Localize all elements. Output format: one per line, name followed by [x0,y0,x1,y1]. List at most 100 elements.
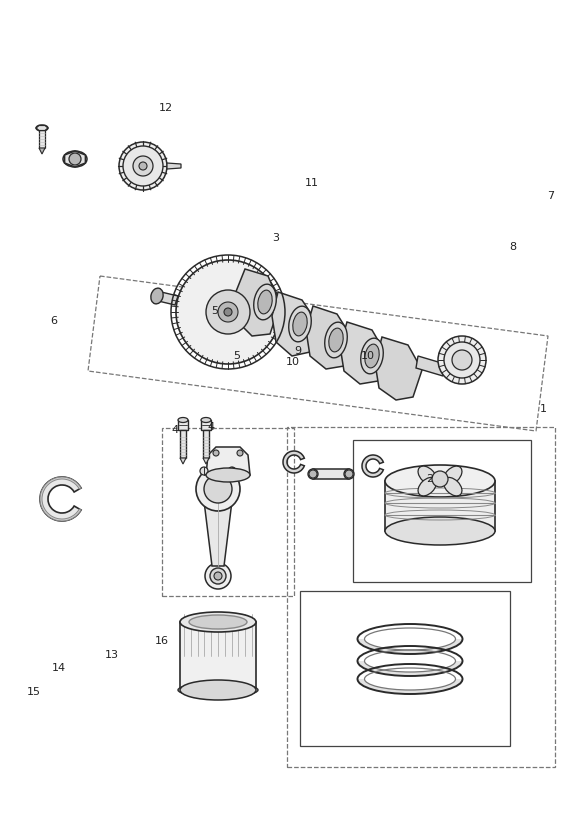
Text: 16: 16 [155,636,169,646]
Text: 2: 2 [426,474,434,484]
Circle shape [204,475,232,503]
Polygon shape [36,125,48,130]
Text: 1: 1 [539,404,546,414]
Polygon shape [306,306,352,369]
Wedge shape [362,455,384,477]
Ellipse shape [444,466,462,485]
Polygon shape [272,292,318,356]
Ellipse shape [308,469,318,479]
Wedge shape [40,477,81,521]
Polygon shape [206,447,250,475]
Polygon shape [357,679,462,694]
Text: 7: 7 [547,191,554,201]
Polygon shape [154,291,178,305]
Bar [353,440,531,582]
Text: 8: 8 [510,242,517,252]
Ellipse shape [254,284,276,320]
Circle shape [119,142,167,190]
Circle shape [214,572,222,580]
Circle shape [345,470,353,478]
Ellipse shape [344,469,354,479]
Bar [385,481,495,531]
Text: 4: 4 [208,422,215,432]
Polygon shape [39,148,45,154]
Text: 9: 9 [294,346,301,356]
Text: 11: 11 [305,178,319,188]
Text: 13: 13 [105,650,119,660]
Ellipse shape [444,477,462,496]
Bar [39,128,45,148]
Polygon shape [235,269,280,336]
Text: 3: 3 [272,233,279,243]
Ellipse shape [385,465,495,497]
Ellipse shape [293,312,307,336]
Circle shape [196,467,240,511]
Ellipse shape [365,344,379,368]
Circle shape [176,260,280,364]
Bar [300,591,510,746]
Bar [178,420,188,430]
Ellipse shape [36,125,48,131]
Text: 5: 5 [212,306,219,316]
Polygon shape [204,501,232,566]
Bar [162,428,294,596]
Bar [180,430,186,458]
Ellipse shape [151,288,163,304]
Circle shape [200,467,208,475]
Ellipse shape [258,290,272,314]
Bar [201,420,211,430]
Bar [203,430,209,458]
Polygon shape [65,151,85,167]
Text: 6: 6 [51,316,58,326]
Text: 14: 14 [52,663,66,673]
Wedge shape [283,451,304,473]
Polygon shape [180,458,186,464]
Polygon shape [167,163,181,169]
Circle shape [224,308,232,316]
Circle shape [444,342,480,378]
Circle shape [432,471,448,487]
Circle shape [237,450,243,456]
Circle shape [218,302,238,322]
Ellipse shape [178,683,258,697]
Circle shape [133,156,153,176]
Polygon shape [357,639,462,654]
Ellipse shape [418,477,437,496]
Polygon shape [340,322,386,384]
Ellipse shape [189,615,247,629]
Text: 10: 10 [286,357,300,367]
Circle shape [309,470,317,478]
Circle shape [123,146,163,186]
Ellipse shape [385,517,495,545]
Text: 10: 10 [361,351,375,361]
Text: 12: 12 [159,103,173,113]
Bar [287,427,555,767]
Circle shape [438,336,486,384]
Circle shape [210,568,226,584]
Ellipse shape [201,418,211,423]
Ellipse shape [361,338,383,374]
Ellipse shape [180,680,256,700]
Circle shape [139,162,147,170]
Text: 5: 5 [234,351,241,361]
Ellipse shape [180,612,256,632]
Ellipse shape [289,307,311,342]
Ellipse shape [206,468,250,482]
Ellipse shape [329,328,343,352]
Polygon shape [357,661,462,676]
Ellipse shape [325,322,347,358]
Circle shape [213,450,219,456]
Wedge shape [40,477,81,521]
Polygon shape [203,458,209,464]
Ellipse shape [178,418,188,423]
Polygon shape [416,356,445,376]
Circle shape [206,290,250,334]
Ellipse shape [418,466,437,485]
Circle shape [205,563,231,589]
Text: 4: 4 [171,425,178,435]
Circle shape [69,153,81,165]
Circle shape [452,350,472,370]
Text: 15: 15 [27,687,41,697]
Ellipse shape [63,151,87,167]
Polygon shape [375,337,422,400]
